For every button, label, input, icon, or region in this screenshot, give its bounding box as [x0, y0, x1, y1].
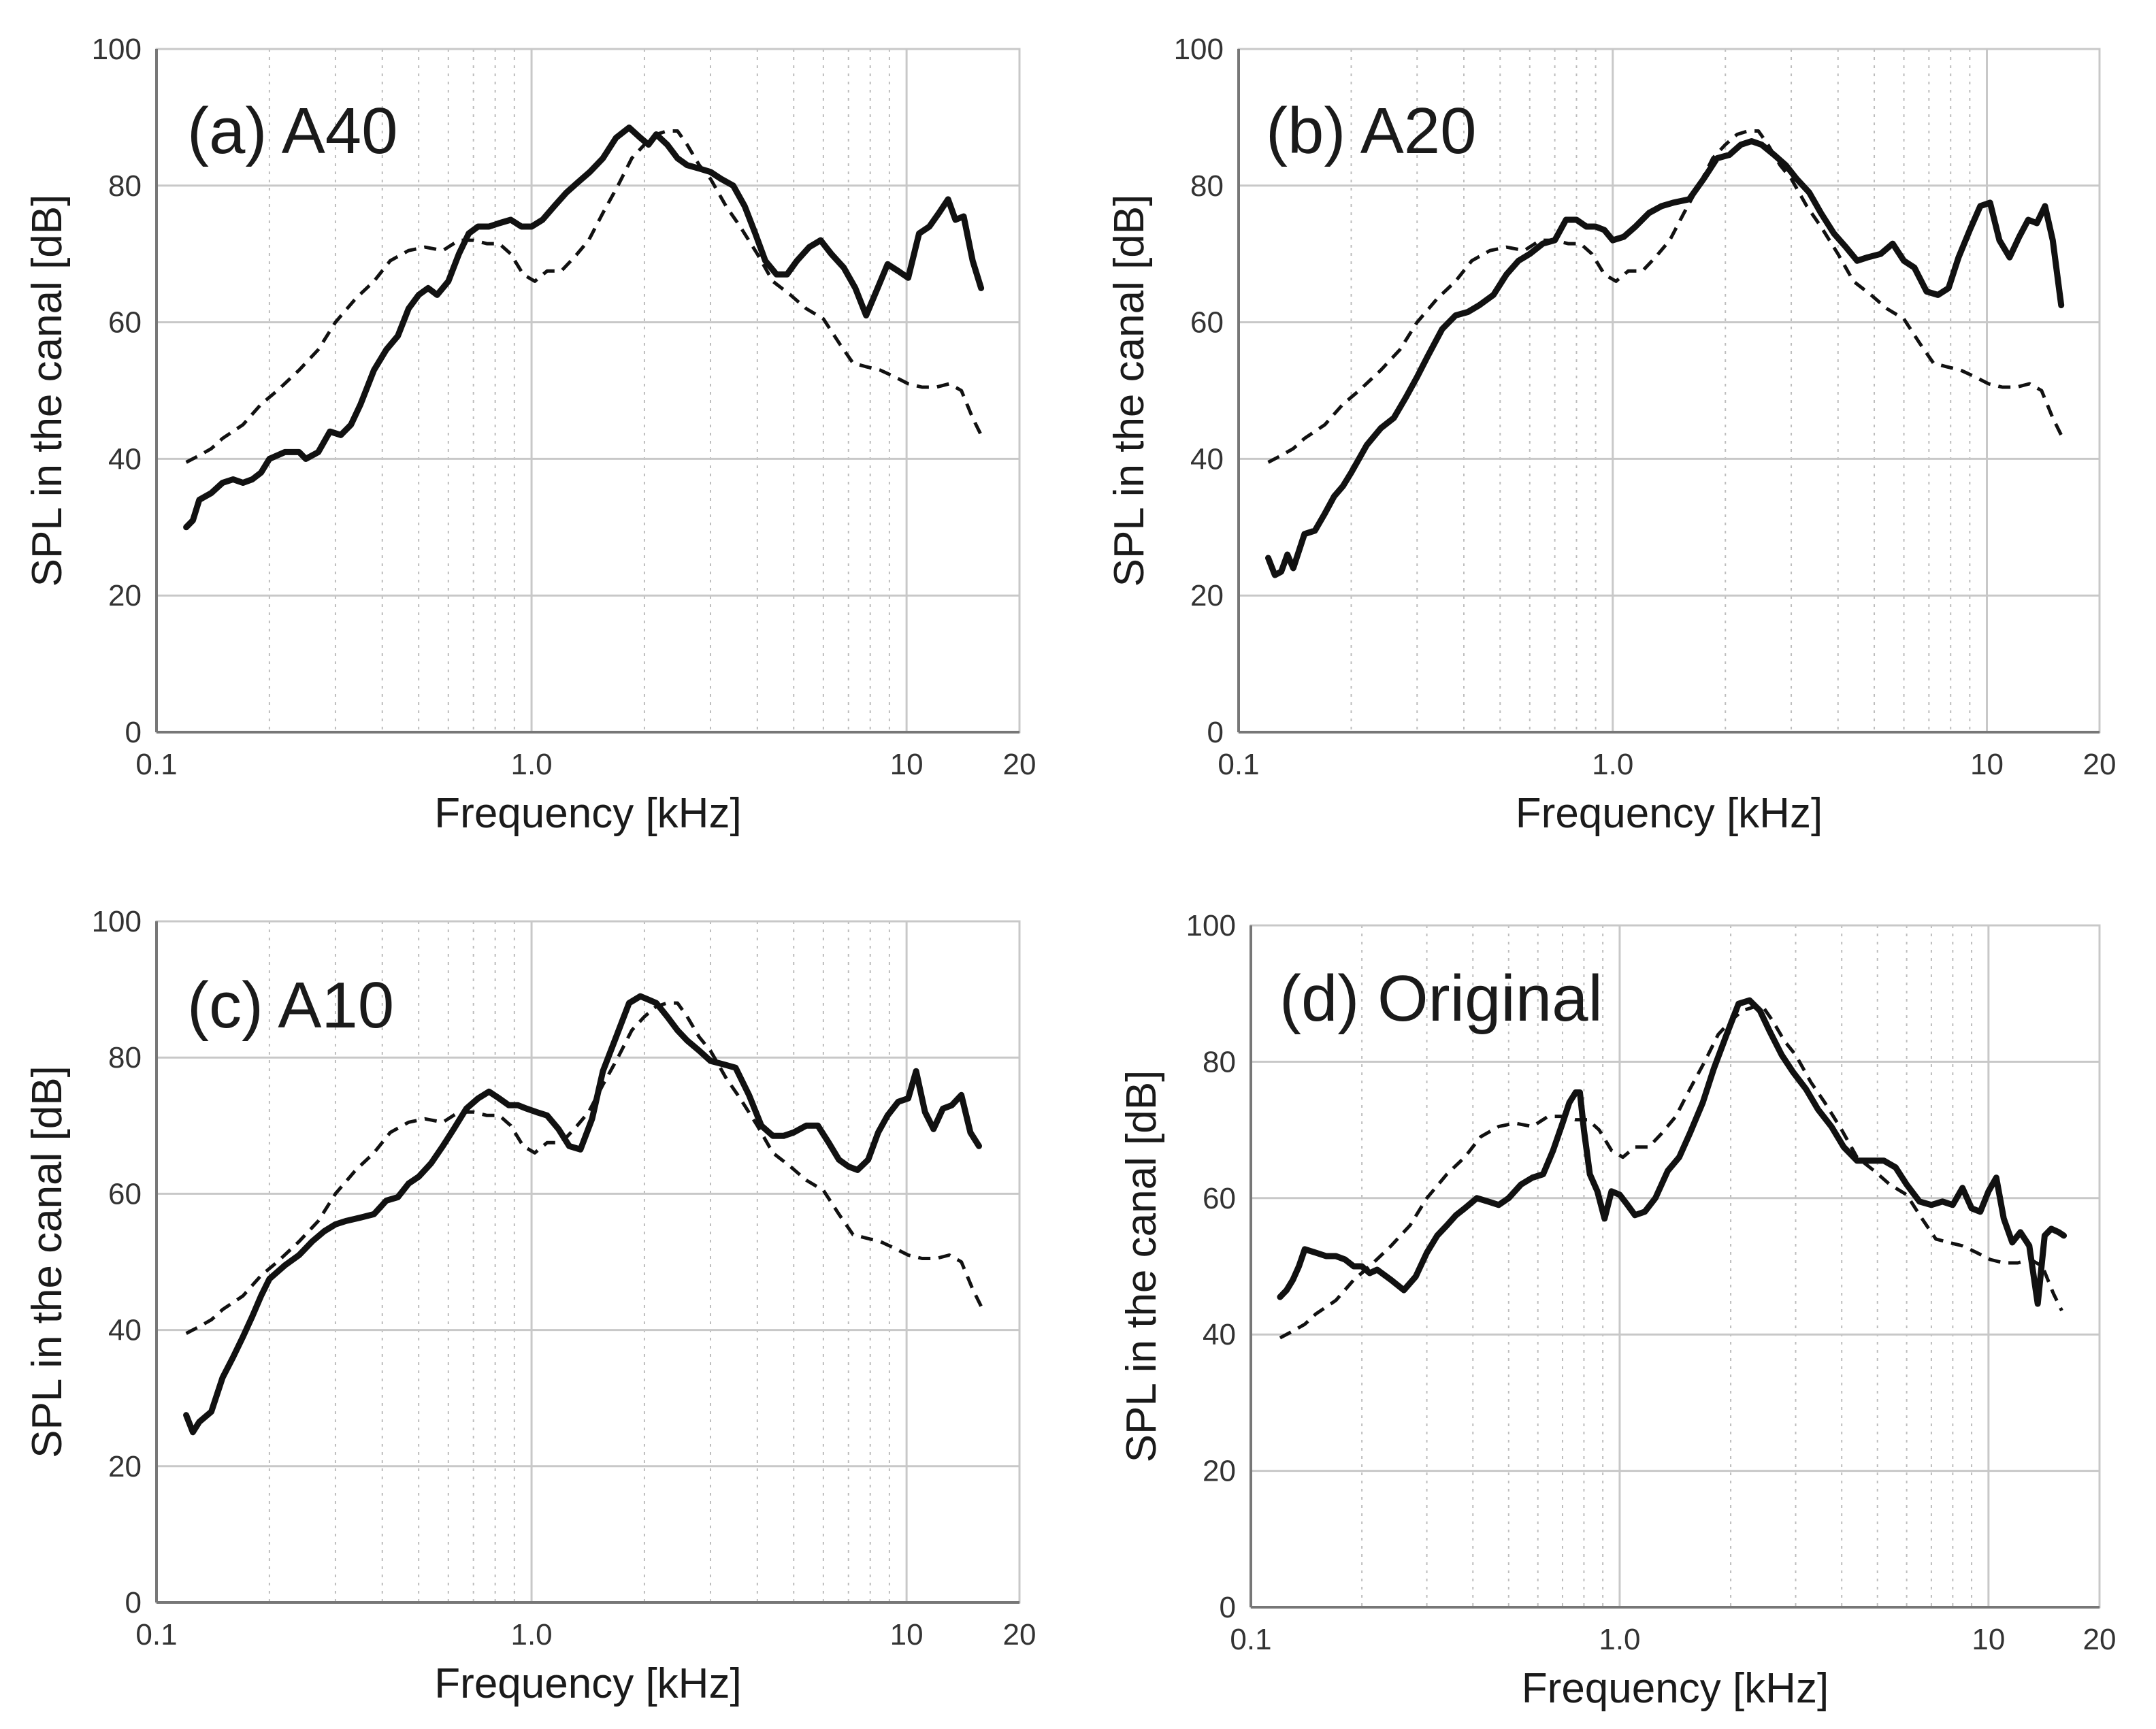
x-axis-title: Frequency [kHz] — [1516, 790, 1823, 837]
chart-panel-1: 0 20 40 60 80 100 0.1 1.0 10 20 Frequency [kHz] SPL… — [1106, 33, 2116, 837]
series-line-reference — [1279, 1005, 2063, 1340]
y-tick-label: 100 — [92, 905, 142, 938]
chart-panel-3: 0 20 40 60 80 100 0.1 1.0 10 20 Frequency [kHz] SPL… — [1118, 909, 2116, 1712]
y-tick-label: 80 — [108, 1041, 142, 1074]
x-tick-label: 10 — [1970, 748, 2004, 781]
series-line-condition — [183, 125, 985, 531]
x-tick-label: 20 — [2083, 1623, 2117, 1656]
x-tick-label: 20 — [1003, 748, 1036, 781]
y-tick-label: 60 — [1190, 306, 1224, 340]
chart-panel-2: 0 20 40 60 80 100 0.1 1.0 10 20 Frequency [kHz] SPL… — [24, 905, 1036, 1707]
y-tick-label: 20 — [108, 579, 142, 612]
y-tick-label: 60 — [108, 1177, 142, 1211]
panel-title: (c) A10 — [187, 969, 394, 1042]
x-tick-label: 1.0 — [510, 1618, 552, 1651]
y-tick-label: 60 — [108, 306, 142, 340]
y-tick-label: 40 — [108, 1314, 142, 1347]
panel-title: (a) A40 — [187, 95, 398, 167]
y-axis-title: SPL in the canal [dB] — [1106, 195, 1153, 587]
y-axis-title: SPL in the canal [dB] — [24, 1066, 71, 1458]
x-tick-label: 1.0 — [510, 748, 552, 781]
x-tick-label: 0.1 — [135, 748, 177, 781]
x-tick-label: 10 — [1972, 1623, 2005, 1656]
x-axis-title: Frequency [kHz] — [1522, 1665, 1829, 1712]
y-tick-label: 20 — [108, 1450, 142, 1483]
x-tick-label: 1.0 — [1599, 1623, 1640, 1656]
x-tick-label: 0.1 — [1230, 1623, 1271, 1656]
series-line-reference — [1267, 129, 2063, 464]
y-tick-label: 0 — [125, 1586, 142, 1619]
y-tick-label: 40 — [1190, 442, 1224, 476]
y-tick-label: 80 — [1190, 169, 1224, 203]
x-axis-title: Frequency [kHz] — [434, 1660, 741, 1707]
y-tick-label: 20 — [1203, 1455, 1236, 1488]
x-tick-label: 20 — [2083, 748, 2117, 781]
y-axis-title: SPL in the canal [dB] — [1118, 1070, 1165, 1463]
y-tick-label: 100 — [1186, 909, 1236, 942]
series-line-reference — [185, 1001, 983, 1335]
y-tick-label: 80 — [1203, 1045, 1236, 1078]
y-tick-label: 100 — [1174, 33, 1224, 66]
x-tick-label: 10 — [890, 748, 924, 781]
y-tick-label: 20 — [1190, 579, 1224, 612]
y-tick-label: 80 — [108, 169, 142, 203]
y-tick-label: 0 — [125, 716, 142, 749]
x-axis-title: Frequency [kHz] — [434, 790, 741, 837]
x-tick-label: 1.0 — [1592, 748, 1633, 781]
series-line-condition — [183, 993, 982, 1436]
series-line-reference — [185, 129, 983, 464]
x-tick-label: 0.1 — [135, 1618, 177, 1651]
y-tick-label: 40 — [1203, 1318, 1236, 1351]
x-tick-label: 10 — [890, 1618, 924, 1651]
y-tick-label: 60 — [1203, 1182, 1236, 1215]
x-tick-label: 0.1 — [1218, 748, 1259, 781]
y-tick-label: 40 — [108, 442, 142, 476]
panel-title: (d) Original — [1279, 962, 1603, 1035]
panel-title: (b) A20 — [1266, 95, 1477, 167]
y-axis-title: SPL in the canal [dB] — [24, 195, 71, 587]
series-line-condition — [1277, 997, 2067, 1307]
y-tick-label: 100 — [92, 33, 142, 66]
y-tick-label: 0 — [1220, 1591, 1236, 1624]
series-line-condition — [1265, 138, 2065, 578]
x-tick-label: 20 — [1003, 1618, 1036, 1651]
y-tick-label: 0 — [1207, 716, 1224, 749]
chart-panel-0: 0 20 40 60 80 100 0.1 1.0 10 20 Frequency [kHz] SPL… — [24, 33, 1036, 837]
